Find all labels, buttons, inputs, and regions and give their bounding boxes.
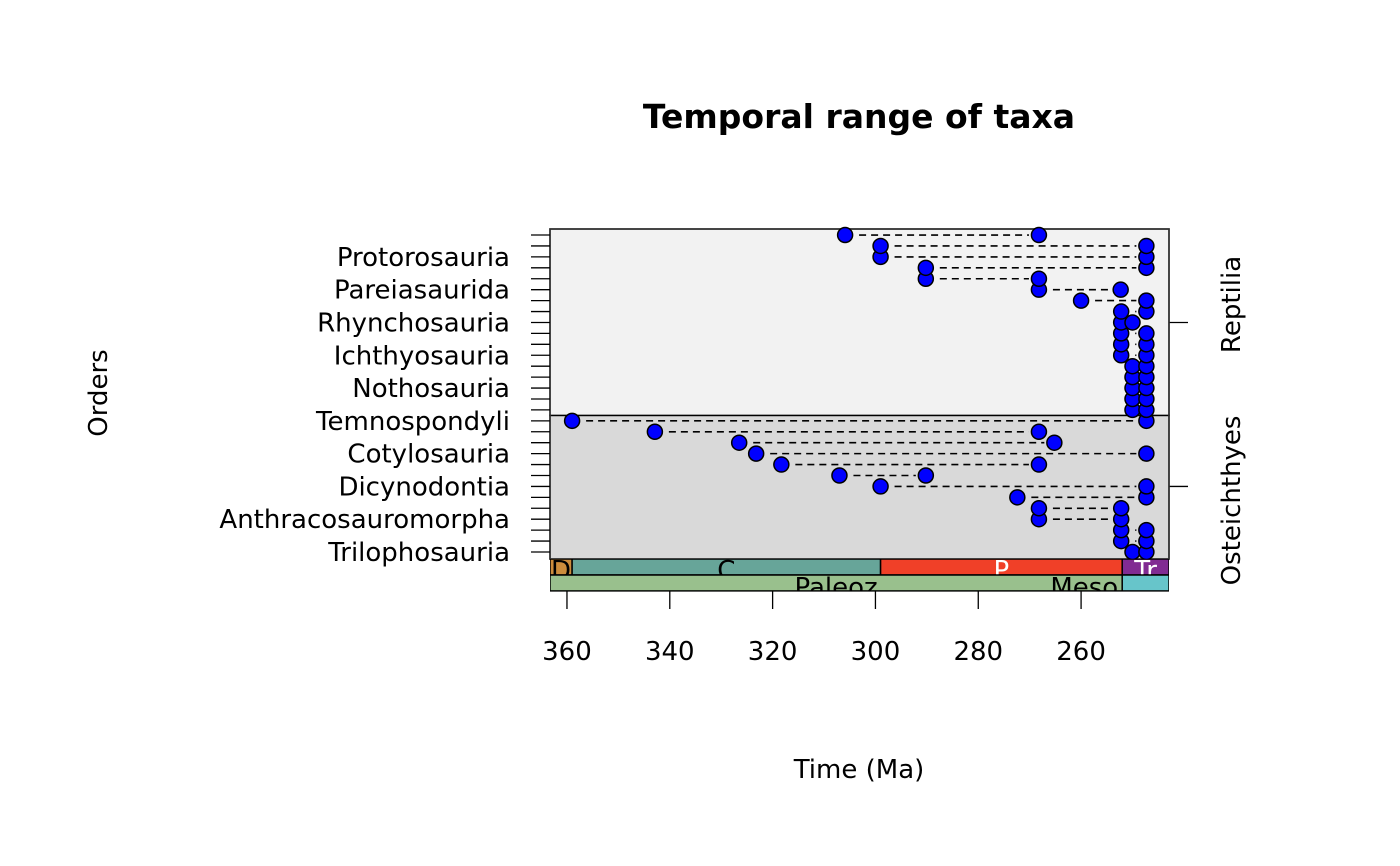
y-axis-label: Orders [84, 349, 114, 436]
y-tick-label: Nothosauria [352, 374, 510, 404]
group-band-reptilia [549, 228, 1170, 417]
y-tick-label: Cotylosauria [347, 440, 510, 470]
first-appearance-point [872, 478, 889, 495]
group-label: Osteichthyes [1217, 416, 1247, 586]
last-appearance-point [1124, 314, 1141, 331]
first-appearance-point [831, 467, 848, 484]
y-tick-label: Trilophosauria [327, 538, 510, 568]
plot-area: Osteichthyes Reptilia TrilophosauriaAnthra… [219, 226, 1247, 667]
first-appearance-point [1030, 500, 1048, 517]
y-tick-label: Temnospondyli [315, 407, 510, 437]
last-appearance-point [1138, 478, 1155, 495]
y-tick-label: Anthracosauromorpha [219, 505, 510, 535]
last-appearance-point [1138, 325, 1155, 342]
last-appearance-point [1138, 445, 1155, 462]
y-tick-label: Rhynchosauria [317, 308, 510, 338]
y-tick-label: Protorosauria [337, 243, 510, 273]
first-appearance-point [1009, 489, 1026, 506]
first-appearance-point [1124, 357, 1141, 375]
chart-title: Temporal range of taxa [643, 97, 1075, 136]
first-appearance-point [1124, 543, 1141, 561]
last-appearance-point [1030, 423, 1048, 441]
first-appearance-point [872, 237, 889, 255]
first-appearance-point [773, 456, 790, 473]
last-appearance-point [1046, 434, 1063, 451]
last-appearance-point [1138, 237, 1155, 255]
last-appearance-point [1138, 521, 1155, 539]
first-appearance-point [747, 445, 765, 462]
last-appearance-point [1030, 226, 1048, 244]
last-appearance-point [1112, 500, 1130, 517]
x-tick-label: 340 [645, 637, 695, 667]
first-appearance-point [1072, 292, 1090, 309]
x-tick-label: 260 [1056, 637, 1106, 667]
first-appearance-point [1112, 303, 1130, 320]
first-appearance-point [836, 226, 854, 244]
last-appearance-point [917, 467, 935, 484]
group-label: Reptilia [1217, 256, 1247, 353]
era-box [1121, 574, 1169, 591]
x-tick-label: 320 [748, 637, 798, 667]
era-label: Meso [1050, 573, 1118, 603]
last-appearance-point [1138, 292, 1155, 309]
first-appearance-point [646, 423, 664, 441]
era-label: Paleoz [794, 573, 877, 603]
first-appearance-point [730, 434, 748, 451]
x-tick-label: 360 [542, 637, 592, 667]
x-tick-label: 280 [953, 637, 1003, 667]
first-appearance-point [917, 259, 935, 277]
first-appearance-point [563, 412, 581, 430]
y-tick-label: Pareiasaurida [334, 276, 510, 306]
last-appearance-point [1112, 281, 1129, 298]
y-tick-label: Dicynodontia [338, 472, 510, 502]
y-tick-label: Ichthyosauria [334, 341, 510, 371]
last-appearance-point [1030, 456, 1048, 473]
last-appearance-point [1030, 270, 1048, 287]
x-tick-label: 300 [851, 637, 901, 667]
x-axis-label: Time (Ma) [793, 755, 925, 785]
